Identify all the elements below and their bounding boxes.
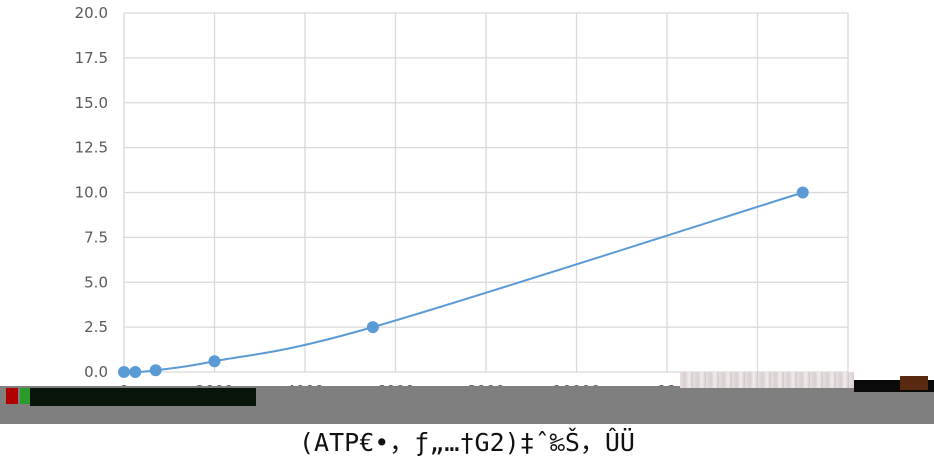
corrupted-band <box>0 386 934 424</box>
data-point <box>367 321 379 333</box>
glitch-right-brown <box>900 376 928 390</box>
y-tick-label: 20.0 <box>75 4 108 22</box>
y-tick-label: 7.5 <box>84 228 108 246</box>
data-point <box>118 366 130 378</box>
y-tick-label: 15.0 <box>75 94 108 112</box>
glitch-red-block <box>6 388 18 404</box>
data-point <box>797 187 809 199</box>
data-point <box>129 366 141 378</box>
glitch-green-block <box>20 388 30 404</box>
figure-caption: (ATP€•，ƒ„…†G2)‡ˆ‰Š，ÛÜ <box>0 426 934 460</box>
glitch-right-pattern <box>680 372 854 388</box>
y-tick-label: 12.5 <box>75 139 108 157</box>
data-point <box>150 364 162 376</box>
y-tick-label: 10.0 <box>75 184 108 202</box>
y-tick-label: 17.5 <box>75 49 108 67</box>
glitch-dark-block <box>30 388 256 406</box>
y-tick-label: 0.0 <box>84 363 108 381</box>
data-point <box>209 355 221 367</box>
y-tick-label: 2.5 <box>84 318 108 336</box>
y-tick-label: 5.0 <box>84 273 108 291</box>
chart-plot-area: 0.02.55.07.510.012.515.017.520.002000400… <box>0 0 934 390</box>
